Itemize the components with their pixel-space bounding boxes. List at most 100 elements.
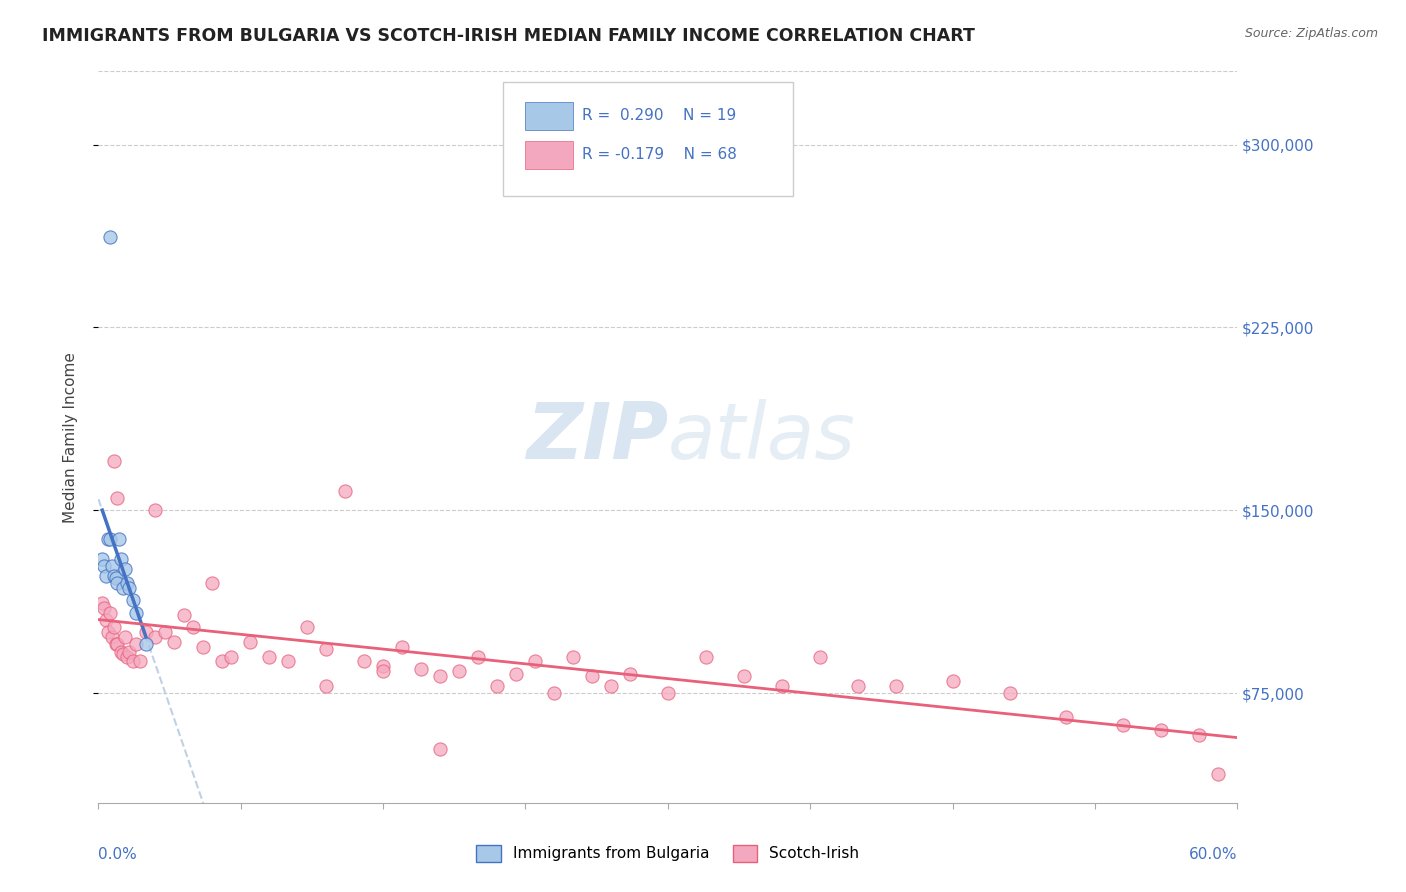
Point <box>211 654 233 668</box>
Point <box>371 664 394 678</box>
Point <box>98 230 121 244</box>
Point <box>107 576 129 591</box>
Point <box>201 576 224 591</box>
Point <box>97 625 120 640</box>
Point <box>103 569 125 583</box>
Text: 0.0%: 0.0% <box>98 847 138 862</box>
FancyBboxPatch shape <box>503 82 793 195</box>
Point <box>297 620 319 634</box>
FancyBboxPatch shape <box>526 102 574 130</box>
Point <box>1150 723 1173 737</box>
Point <box>100 630 122 644</box>
Point <box>335 483 357 498</box>
Point <box>657 686 679 700</box>
Point <box>770 679 793 693</box>
Point <box>619 666 641 681</box>
Point <box>562 649 585 664</box>
Point <box>97 533 120 547</box>
Point <box>449 664 471 678</box>
Point <box>98 606 121 620</box>
Point <box>104 637 127 651</box>
Point <box>884 679 907 693</box>
Point <box>391 640 413 654</box>
Text: 60.0%: 60.0% <box>1189 847 1237 862</box>
Point <box>145 630 167 644</box>
Point <box>695 649 717 664</box>
Point <box>93 559 115 574</box>
Text: R = -0.179    N = 68: R = -0.179 N = 68 <box>582 147 737 162</box>
Point <box>110 645 132 659</box>
Point <box>112 581 135 595</box>
Point <box>107 637 129 651</box>
FancyBboxPatch shape <box>526 141 574 169</box>
Point <box>846 679 869 693</box>
Point <box>115 649 138 664</box>
Point <box>91 596 114 610</box>
Point <box>353 654 375 668</box>
Point <box>153 625 176 640</box>
Point <box>808 649 831 664</box>
Point <box>94 613 117 627</box>
Point <box>600 679 623 693</box>
Point <box>93 600 115 615</box>
Point <box>103 620 125 634</box>
Point <box>135 625 157 640</box>
Point <box>108 533 131 547</box>
Point <box>998 686 1021 700</box>
Point <box>486 679 509 693</box>
Point <box>467 649 489 664</box>
Point <box>98 533 121 547</box>
Point <box>103 454 125 468</box>
Point <box>145 503 167 517</box>
Point <box>942 673 965 688</box>
Point <box>371 659 394 673</box>
Point <box>259 649 281 664</box>
Text: atlas: atlas <box>668 399 856 475</box>
Point <box>1112 718 1135 732</box>
Point <box>411 662 433 676</box>
Text: Source: ZipAtlas.com: Source: ZipAtlas.com <box>1244 27 1378 40</box>
Point <box>191 640 214 654</box>
Point <box>112 647 135 661</box>
Point <box>114 562 136 576</box>
Y-axis label: Median Family Income: Median Family Income <box>63 351 77 523</box>
Text: R =  0.290    N = 19: R = 0.290 N = 19 <box>582 109 737 123</box>
Point <box>505 666 527 681</box>
Point <box>104 572 127 586</box>
Text: IMMIGRANTS FROM BULGARIA VS SCOTCH-IRISH MEDIAN FAMILY INCOME CORRELATION CHART: IMMIGRANTS FROM BULGARIA VS SCOTCH-IRISH… <box>42 27 974 45</box>
Point <box>110 552 132 566</box>
Point <box>221 649 243 664</box>
Point <box>173 608 195 623</box>
Point <box>163 635 186 649</box>
Point <box>239 635 262 649</box>
Point <box>115 576 138 591</box>
Point <box>429 742 451 756</box>
Point <box>118 581 141 595</box>
Point <box>91 552 114 566</box>
Text: ZIP: ZIP <box>526 399 668 475</box>
Point <box>1208 766 1230 780</box>
Point <box>125 637 148 651</box>
Point <box>118 645 141 659</box>
Point <box>114 630 136 644</box>
Point <box>581 669 603 683</box>
Point <box>315 679 337 693</box>
Point <box>543 686 565 700</box>
Point <box>1188 727 1211 741</box>
Point <box>183 620 205 634</box>
Point <box>121 654 143 668</box>
Point <box>733 669 755 683</box>
Point <box>277 654 299 668</box>
Point <box>429 669 451 683</box>
Point <box>129 654 152 668</box>
Point <box>315 642 337 657</box>
Point <box>94 569 117 583</box>
Point <box>1056 710 1078 724</box>
Point <box>100 559 122 574</box>
Legend: Immigrants from Bulgaria, Scotch-Irish: Immigrants from Bulgaria, Scotch-Irish <box>471 838 865 868</box>
Point <box>107 491 129 505</box>
Point <box>135 637 157 651</box>
Point <box>524 654 547 668</box>
Point <box>121 593 143 607</box>
Point <box>125 606 148 620</box>
